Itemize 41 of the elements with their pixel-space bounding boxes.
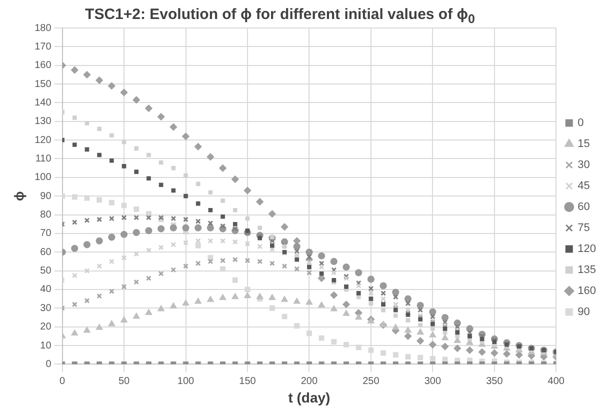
y-tick-label: 140 [34, 97, 52, 108]
y-tick-label: 170 [34, 41, 52, 52]
legend-label: 30 [578, 159, 590, 172]
legend-label: 120 [578, 243, 596, 256]
y-tick-label: 80 [40, 210, 52, 221]
y-tick-label: 40 [40, 284, 52, 296]
chart-title: TSC1+2: Evolution of ϕ for different initial values of ϕ$_{0}$ [85, 6, 475, 26]
legend-label: 75 [578, 222, 590, 234]
y-tick-label: 90 [40, 190, 52, 202]
y-tick-label: 180 [34, 22, 52, 34]
legend-label: 90 [578, 306, 590, 318]
y-tick-label: 10 [40, 340, 52, 352]
y-tick-label: 160 [34, 60, 52, 72]
x-tick-label: 50 [118, 376, 130, 387]
y-tick-label: 60 [40, 246, 52, 258]
y-axis-title: ϕ [11, 190, 26, 201]
x-tick-label: 400 [548, 376, 565, 387]
y-tick-label: 20 [40, 322, 52, 333]
x-tick-label: 100 [177, 376, 195, 387]
y-tick-label: 130 [34, 116, 52, 128]
x-tick-label: 300 [424, 376, 442, 387]
x-tick-label: 250 [362, 376, 380, 387]
x-tick-label: 0 [60, 376, 66, 387]
x-tick-label: 200 [300, 376, 318, 387]
x-axis-title: t (day) [288, 389, 330, 406]
legend-label: 60 [578, 201, 590, 214]
y-tick-label: 0 [46, 358, 52, 370]
y-tick-label: 150 [34, 78, 52, 90]
legend-label: 135 [578, 264, 596, 276]
y-tick-label: 30 [40, 302, 52, 314]
x-tick-label: 150 [239, 376, 256, 387]
y-tick-label: 100 [34, 172, 52, 184]
y-tick-label: 110 [35, 153, 52, 164]
x-tick-label: 350 [486, 376, 504, 387]
y-tick-label: 70 [40, 228, 52, 240]
legend-label: 15 [578, 138, 590, 150]
y-tick-label: 50 [40, 266, 52, 277]
y-tick-label: 120 [34, 134, 52, 146]
legend-label: 45 [578, 180, 590, 192]
legend-label: 160 [578, 285, 596, 298]
legend-label: 0 [578, 117, 584, 130]
